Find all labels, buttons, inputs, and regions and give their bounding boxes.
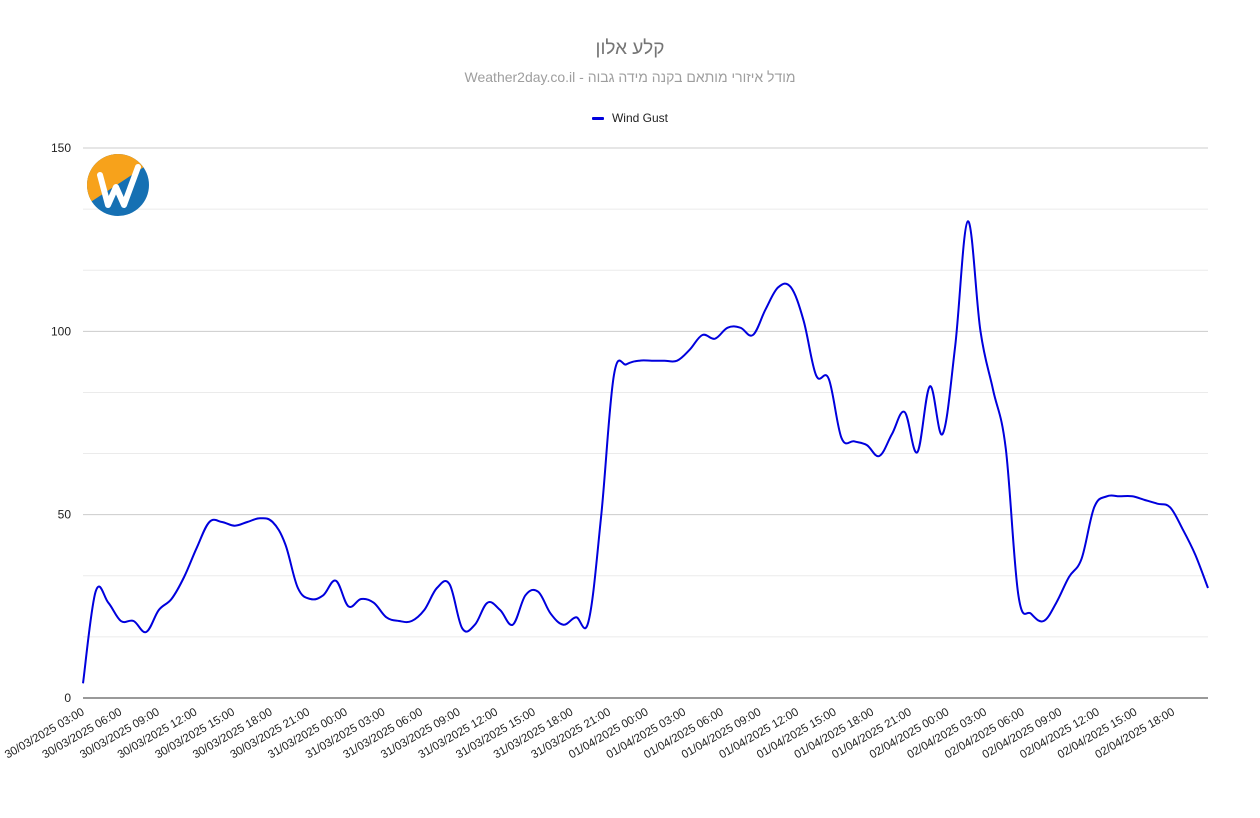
series-line-wind-gust [82, 220, 1209, 684]
y-tick-label: 150 [51, 141, 71, 155]
series-layer [82, 220, 1209, 684]
chart-subtitle: Weather2day.co.il - מודל איזורי מותאם בק… [464, 69, 796, 85]
y-tick-label: 0 [64, 691, 71, 705]
y-tick-label: 50 [58, 508, 72, 522]
weather2day-logo-icon [87, 154, 149, 216]
gridlines [83, 147, 1208, 638]
legend-swatch [591, 116, 604, 120]
chart-title: קלע אלון [595, 38, 665, 59]
y-tick-label: 100 [51, 324, 71, 338]
legend[interactable]: Wind Gust [0, 111, 1260, 125]
legend-label: Wind Gust [611, 111, 668, 125]
